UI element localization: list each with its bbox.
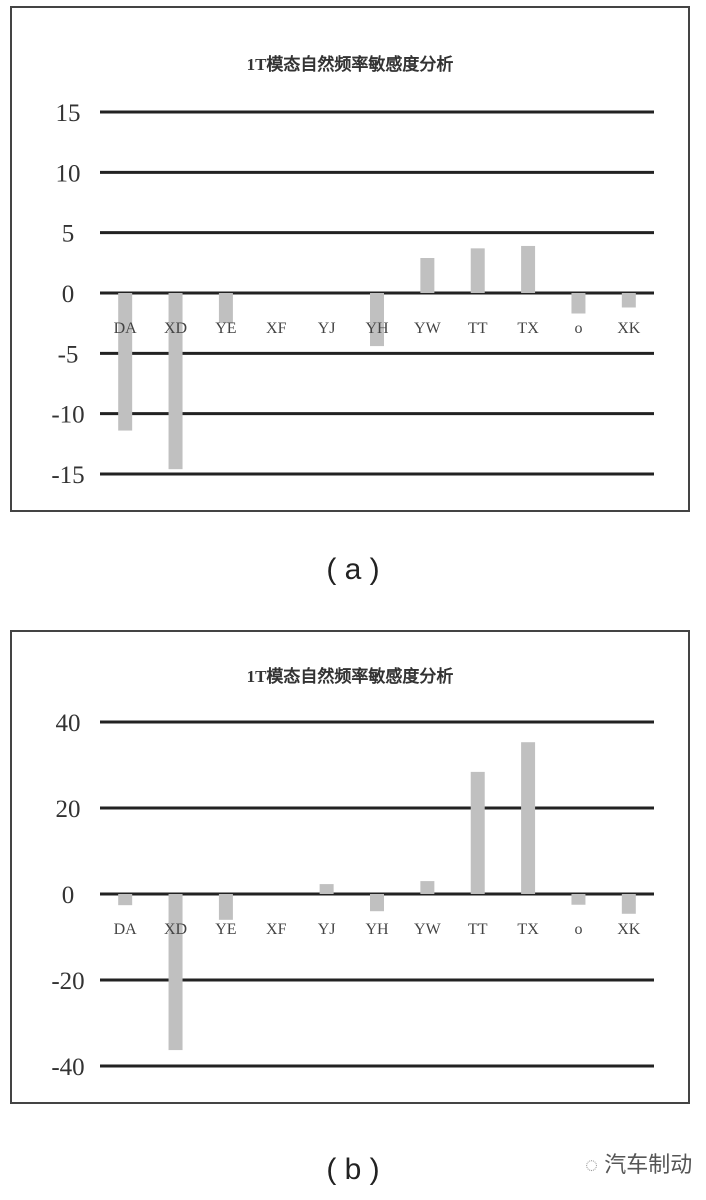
watermark: ◌ 汽车制动 [585,1147,692,1179]
bar-XD [168,293,183,470]
bar-TT [470,771,485,894]
bar-DA [118,293,133,431]
bar-YW [420,881,435,894]
y-tick-label: 0 [62,281,75,308]
bar-XD [168,894,183,1051]
x-tick-label: XD [164,320,187,337]
bar-YE [218,293,233,324]
y-tick-label: -40 [51,1054,84,1081]
y-tick-label: 5 [62,221,75,248]
x-tick-label: XK [617,921,641,938]
x-tick-label: YE [215,921,236,938]
x-tick-label: TT [468,320,488,337]
bar-TT [470,248,485,293]
y-tick-label: 15 [56,100,81,127]
x-tick-label: YW [414,921,442,938]
x-tick-label: o [574,320,582,337]
x-tick-label: YE [215,320,236,337]
x-tick-label: TX [517,320,539,337]
caption-a: ( a ) [326,553,380,586]
y-tick-label: 0 [62,882,75,909]
chart-b: 1T模态自然频率敏感度分析 40 20 0 -20 -40 DA XD YE XF YJ YH YW TT… [51,666,654,1081]
bar-TX [521,245,536,293]
chart-a-panel: 1T模态自然频率敏感度分析 15 10 5 0 -5 -10 -15 DA XD YE XF YJ YH Y… [10,6,690,512]
chart-title: 1T模态自然频率敏感度分析 [247,54,454,74]
x-tick-label: YH [365,921,389,938]
y-tick-label: -5 [58,341,79,368]
bar-YJ [319,884,334,894]
x-tick-label: XF [266,320,287,337]
bar-YH [370,894,384,912]
y-tick-label: 20 [56,796,81,823]
bar-TX [521,742,536,894]
y-tick-label: -10 [51,402,84,429]
x-tick-label: YH [365,320,389,337]
caption-b: ( b ) [326,1153,380,1186]
chart-b-panel: 1T模态自然频率敏感度分析 40 20 0 -20 -40 DA XD YE XF YJ YH YW TT… [10,630,690,1104]
chart-a: 1T模态自然频率敏感度分析 15 10 5 0 -5 -10 -15 DA XD YE XF YJ YH Y… [51,54,654,489]
bar-YH [370,293,384,347]
bar-o [571,293,586,314]
y-tick-label: 40 [56,710,81,737]
x-tick-label: YW [414,320,442,337]
x-tick-label: YJ [318,921,336,938]
chart-title: 1T模态自然频率敏感度分析 [247,666,454,686]
x-tick-label: YJ [318,320,336,337]
x-tick-label: XF [266,921,287,938]
x-tick-label: DA [114,921,138,938]
y-tick-label: 10 [56,160,81,187]
bar-XK [621,894,636,914]
bar-o [571,894,586,905]
bar-XK [621,293,636,308]
y-tick-label: -15 [51,462,84,489]
x-tick-label: o [574,921,582,938]
x-tick-label: XD [164,921,187,938]
y-tick-label: -20 [51,968,84,995]
x-tick-label: TX [517,921,539,938]
bar-YE [218,894,233,920]
bar-DA [118,894,133,906]
x-tick-label: DA [114,320,138,337]
x-tick-label: XK [617,320,641,337]
bar-YW [420,258,435,293]
wechat-icon: ◌ [585,1152,605,1177]
x-tick-label: TT [468,921,488,938]
watermark-text: 汽车制动 [604,1152,693,1177]
